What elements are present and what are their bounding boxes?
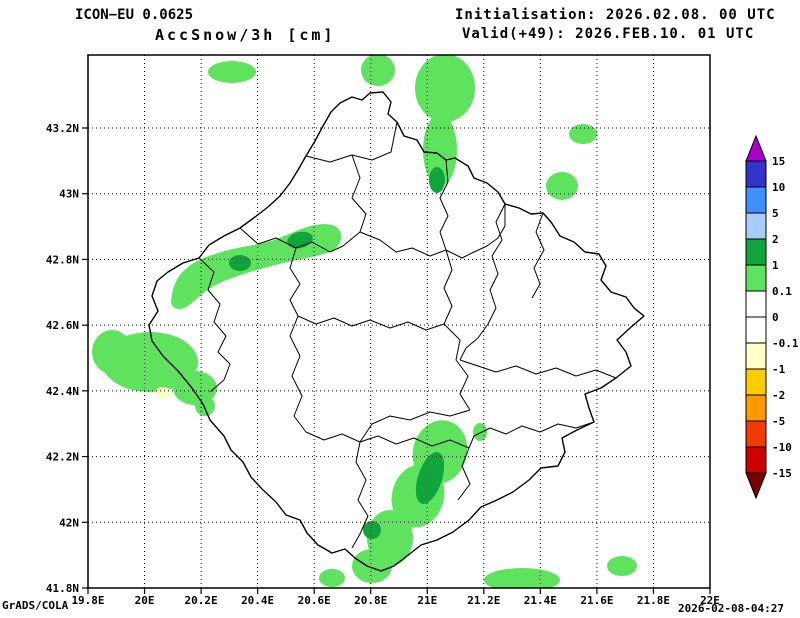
x-tick-label: 21.2E [467,594,500,607]
gridlines [88,55,710,588]
colorbar-label: 15 [772,155,785,168]
colorbar-segment [745,186,767,214]
y-tick-label: 43N [59,188,79,201]
colorbar-arrow-bottom [745,472,767,500]
colorbar-label: -5 [772,415,785,428]
y-tick-label: 43.2N [46,122,79,135]
x-tick-label: 21.4E [524,594,557,607]
x-tick-label: 20.4E [241,594,274,607]
colorbar-segment [745,238,767,266]
negative-area [155,387,171,399]
colorbar-label: 1 [772,259,779,272]
y-tick-label: 41.8N [46,582,79,595]
x-tick-label: 21.8E [637,594,670,607]
x-tick-label: 21.6E [580,594,613,607]
model-title: ICON−EU 0.0625 [75,7,194,23]
x-tick-label: 19.8E [71,594,104,607]
colorbar-segment [745,264,767,292]
x-tick-label: 20.8E [354,594,387,607]
municipal-boundaries [198,121,617,549]
render-timestamp: 2026-02-08-04:27 [678,602,784,615]
colorbar-label: 0 [772,311,779,324]
colorbar-label: -15 [772,467,792,480]
valid-time: Valid(+49): 2026.FEB.10. 01 UTC [462,26,755,42]
axis-ticks [82,127,711,594]
map-frame [87,54,711,589]
colorbar: 15 10 5 2 1 0.1 0 -0.1 -1 -2 -5 -10 -15 [745,134,799,500]
colorbar-label: 2 [772,233,779,246]
colorbar-segment [745,212,767,240]
colorbar-label: -0.1 [772,337,799,350]
y-tick-label: 42.2N [46,451,79,464]
axis-labels: 19.8E 20E 20.2E 20.4E 20.6E 20.8E 21E 21.2E 21.4… [46,122,720,607]
colorbar-segment [745,160,767,188]
colorbar-label: 5 [772,207,779,220]
init-time: Initialisation: 2026.02.08. 00 UTC [455,7,776,23]
colorbar-label: -1 [772,363,786,376]
x-tick-label: 20E [135,594,155,607]
colorbar-segment [745,394,767,422]
colorbar-label: -10 [772,441,792,454]
colorbar-label: -2 [772,389,785,402]
colorbar-segment [745,446,767,474]
x-tick-label: 20.6E [298,594,331,607]
boundaries [148,91,645,572]
colorbar-label: 0.1 [772,285,792,298]
colorbar-segment [745,342,767,370]
colorbar-arrow-top [745,134,767,162]
colorbar-segment [745,368,767,396]
colorbar-segment [745,420,767,448]
colorbar-segment [745,290,767,318]
snow-shading [92,55,637,588]
x-tick-label: 22E [700,594,720,607]
y-tick-label: 42N [59,516,79,529]
colorbar-segment [745,316,767,344]
x-tick-label: 20.2E [185,594,218,607]
snow-area-heavy [229,167,445,539]
country-border [148,91,645,572]
colorbar-label: 10 [772,181,785,194]
y-tick-label: 42.6N [46,319,79,332]
y-tick-label: 42.4N [46,385,79,398]
x-tick-label: 21E [417,594,437,607]
variable-title: AccSnow/3h [cm] [155,26,336,44]
grads-credit: GrADS/COLA [2,599,69,612]
y-tick-label: 42.8N [46,253,79,266]
